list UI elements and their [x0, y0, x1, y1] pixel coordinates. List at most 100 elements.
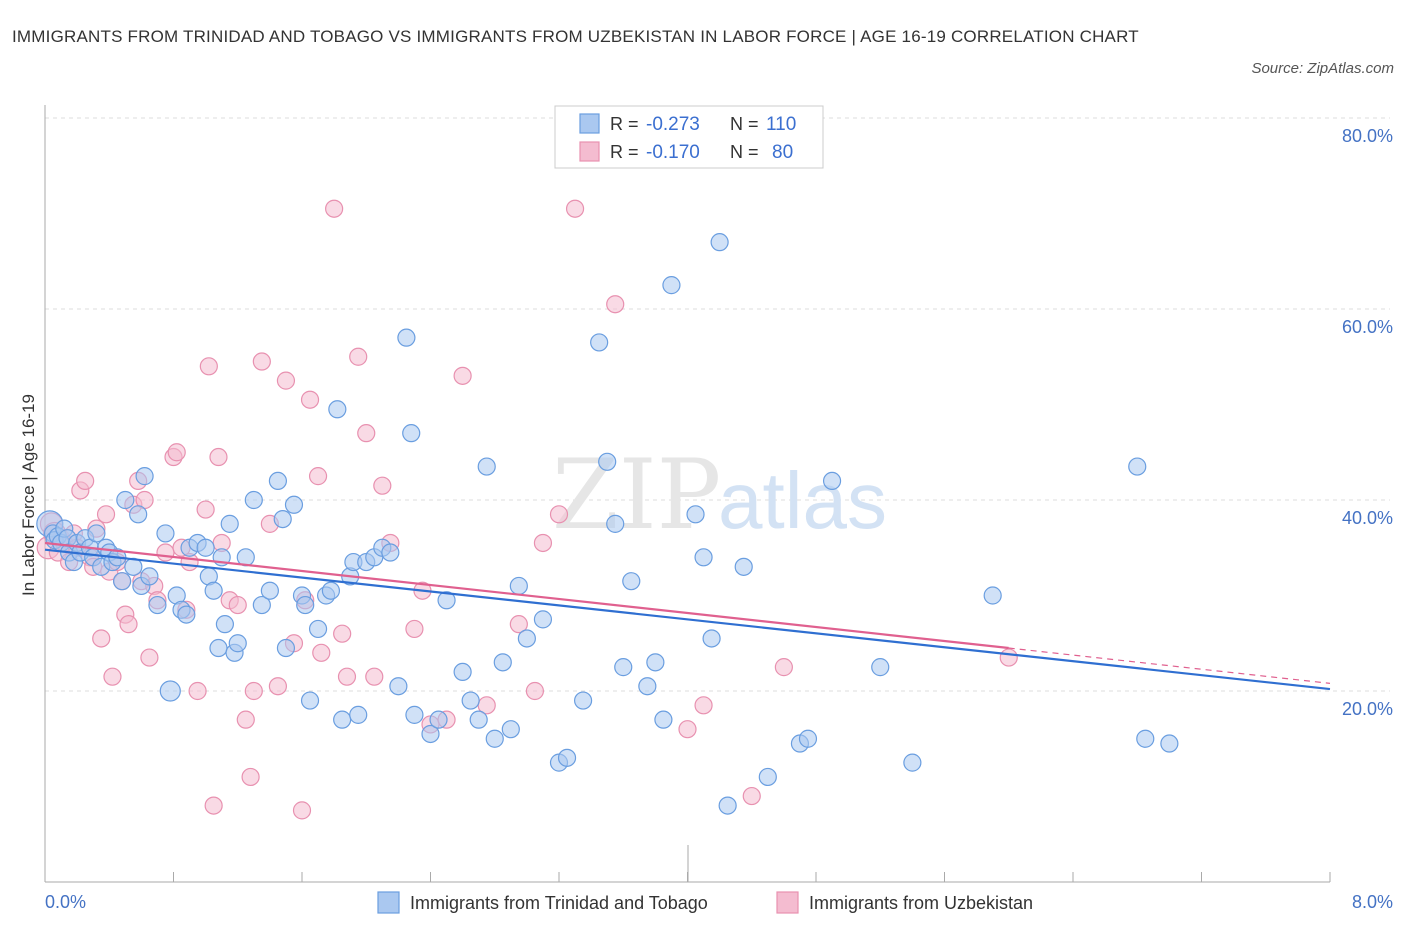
blue-point [598, 452, 617, 471]
pink-point [252, 352, 271, 371]
blue-point [389, 677, 408, 696]
pink-point [525, 681, 545, 701]
y-tick-label-3: 80.0% [1342, 126, 1393, 146]
bottom-legend-swatch-pink [776, 891, 799, 914]
blue-point [871, 658, 890, 677]
blue-point [321, 581, 341, 600]
blue-point [686, 505, 705, 524]
legend-r-label-2: R = [610, 142, 639, 162]
blue-point [252, 595, 271, 615]
pink-point [276, 371, 296, 390]
pink-point [325, 199, 344, 218]
pink-point [199, 357, 218, 376]
blue-point [557, 748, 577, 767]
pink-point [453, 366, 472, 385]
pink-point [76, 471, 95, 490]
pink-point [405, 619, 424, 639]
blue-point [477, 457, 496, 476]
blue-point [622, 572, 641, 591]
pink-point [365, 667, 384, 686]
blue-point [710, 233, 729, 252]
blue-point [662, 276, 681, 295]
blue-point [284, 495, 304, 514]
chart-title: IMMIGRANTS FROM TRINIDAD AND TOBAGO VS I… [12, 27, 1139, 46]
pink-point [357, 424, 376, 443]
blue-point [159, 680, 181, 702]
y-axis-label: In Labor Force | Age 16-19 [19, 394, 38, 596]
pink-point [694, 696, 713, 715]
blue-point [822, 471, 842, 490]
blue-point [614, 658, 633, 677]
bottom-legend-label-1: Immigrants from Trinidad and Tobago [410, 893, 708, 913]
blue-point [220, 514, 239, 533]
pink-point [373, 476, 392, 495]
blue-point [268, 471, 288, 490]
legend-n-label-1: N = [730, 114, 759, 134]
legend-n-value-1: 110 [766, 114, 796, 135]
pink-point [678, 720, 697, 739]
legend-r-label-1: R = [610, 114, 639, 134]
blue-point [533, 610, 553, 629]
uzbekistan-trend-line [44, 541, 1009, 650]
blue-point [196, 538, 215, 557]
trinidad-points [36, 233, 1179, 815]
blue-point [437, 591, 456, 610]
pink-point [167, 443, 186, 462]
blue-point [349, 705, 368, 724]
legend-n-value-2: 80 [772, 142, 793, 163]
blue-point [215, 615, 234, 634]
blue-point [485, 729, 504, 748]
pink-point [119, 615, 138, 634]
x-tick-label-0: 0.0% [45, 892, 86, 912]
pink-point [349, 347, 368, 366]
bottom-legend-swatch-blue [377, 891, 400, 914]
blue-point [573, 691, 593, 710]
legend-swatch-pink [579, 141, 600, 162]
blue-point [1136, 729, 1155, 748]
blue-point [300, 691, 320, 710]
blue-point [469, 710, 488, 729]
blue-point [228, 634, 247, 653]
blue-point [453, 662, 472, 682]
pink-point [308, 467, 328, 486]
pink-point [774, 658, 793, 677]
blue-point [260, 581, 279, 600]
blue-point [402, 424, 421, 443]
blue-point [381, 543, 400, 562]
blue-point [1160, 734, 1179, 753]
legend-swatch-blue [579, 113, 600, 134]
pink-point [549, 505, 569, 524]
blue-point [638, 677, 657, 696]
pink-point [92, 629, 111, 648]
pink-point [999, 648, 1018, 667]
blue-point [148, 595, 167, 615]
pink-point [333, 624, 352, 643]
blue-point [112, 572, 132, 591]
pink-point [236, 710, 255, 729]
watermark-zip: ZIP [552, 439, 721, 551]
pink-point [312, 643, 331, 662]
pink-point [606, 295, 625, 314]
pink-point [268, 677, 288, 696]
blue-point [244, 490, 263, 510]
blue-point [606, 514, 625, 533]
pink-point [509, 615, 528, 634]
trend-lines [44, 541, 1331, 691]
blue-point [135, 467, 154, 486]
y-tick-label-2: 60.0% [1342, 317, 1393, 337]
blue-point [276, 638, 296, 658]
blue-point [209, 638, 228, 658]
blue-point [654, 710, 673, 729]
series-legend: Immigrants from Trinidad and Tobago Immi… [377, 891, 1033, 914]
blue-point [590, 333, 609, 352]
pink-point [565, 199, 585, 218]
pink-point [103, 667, 122, 686]
pink-point [533, 533, 553, 553]
blue-point [509, 576, 528, 596]
uzbekistan-trend-extension [1008, 647, 1331, 684]
legend-n-label-2: N = [730, 142, 759, 162]
blue-point [501, 720, 520, 739]
blue-point [718, 796, 737, 815]
pink-point [337, 667, 357, 686]
